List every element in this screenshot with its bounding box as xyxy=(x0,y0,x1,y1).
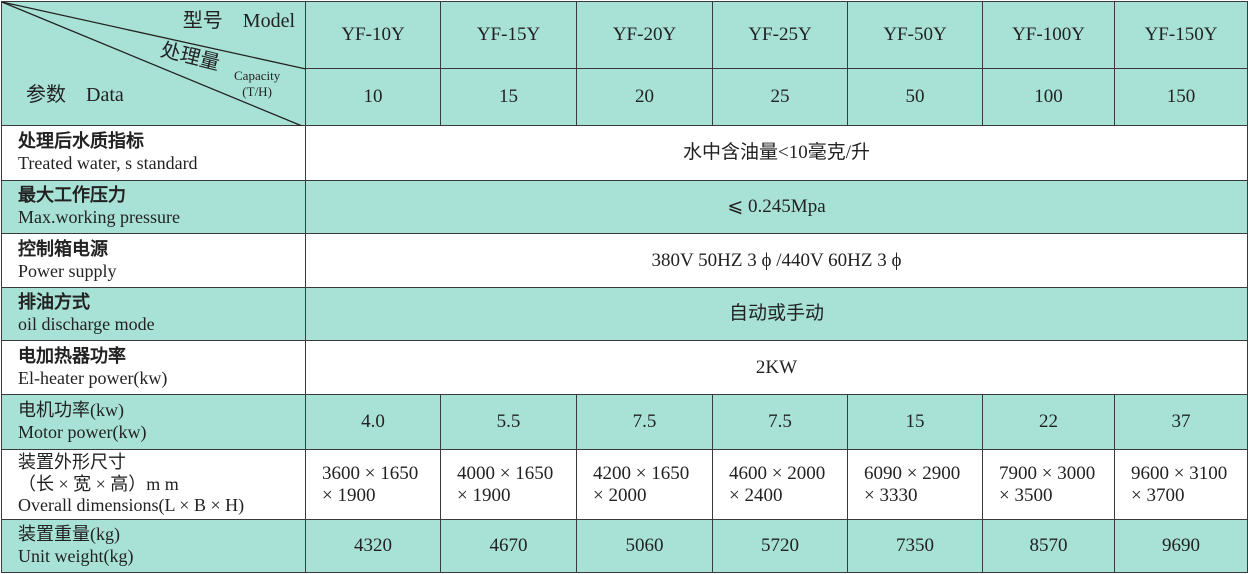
capacity-cell: 50 xyxy=(847,68,983,126)
table-row: 处理后水质指标 Treated water, s standard 水中含油量<10… xyxy=(1,125,1248,181)
model-cell: YF-25Y xyxy=(712,1,848,69)
model-label: 型号 Model xyxy=(182,10,295,32)
model-cell: YF-150Y xyxy=(1114,1,1248,69)
table-row: 最大工作压力 Max.working pressure ⩽ 0.245Mpa xyxy=(1,180,1248,234)
row-label-line: 排油方式 xyxy=(18,292,90,313)
row-label-line: 电加热器功率 xyxy=(18,345,126,366)
spanning-value: 380V 50HZ 3 ϕ /440V 60HZ 3 ϕ xyxy=(305,233,1248,288)
value-line: 9600 × 3100 xyxy=(1131,462,1228,484)
value-cell: 4.0 xyxy=(305,394,441,450)
model-cell: YF-50Y xyxy=(847,1,983,69)
capacity-row: 10 15 20 25 50 100 150 xyxy=(2,68,1248,126)
row-label: 排油方式 oil discharge mode xyxy=(1,287,306,341)
row-label-line: Unit weight(kg) xyxy=(18,546,134,566)
value-line: × 3700 xyxy=(1131,484,1185,506)
model-cell: YF-20Y xyxy=(576,1,713,69)
spanning-value: ⩽ 0.245Mpa xyxy=(305,180,1248,234)
table-row: 电机功率(kw) Motor power(kw) 4.0 5.5 7.5 7.5 15 22 3… xyxy=(1,394,1248,450)
value-cell: 7900 × 3000 × 3500 xyxy=(982,449,1115,520)
table-row: 装置重量(kg) Unit weight(kg) 4320 4670 5060 5720 7… xyxy=(1,519,1248,573)
value-line: 6090 × 2900 xyxy=(864,462,961,484)
value-cell: 7.5 xyxy=(712,394,848,450)
value-line: 7900 × 3000 xyxy=(999,462,1096,484)
value-cell: 5060 xyxy=(576,519,713,573)
value-line: × 3330 xyxy=(864,484,918,506)
capacity-cell: 20 xyxy=(576,68,713,126)
data-label: 参数 Data xyxy=(26,84,124,106)
row-label-line: 装置外形尺寸 xyxy=(18,452,126,473)
row-label: 电加热器功率 El-heater power(kw) xyxy=(1,340,306,395)
value-cell: 4320 xyxy=(305,519,441,573)
row-label: 处理后水质指标 Treated water, s standard xyxy=(1,125,306,181)
spanning-value: 2KW xyxy=(305,340,1248,395)
value-line: × 1900 xyxy=(457,484,511,506)
row-label: 最大工作压力 Max.working pressure xyxy=(1,180,306,234)
capacity-cell: 25 xyxy=(712,68,848,126)
table-row: 电加热器功率 El-heater power(kw) 2KW xyxy=(1,340,1248,395)
value-cell: 9600 × 3100 × 3700 xyxy=(1114,449,1248,520)
model-row: 型号 Model 处理量 Capacity (T/H) 参数 Data YF-10… xyxy=(1,1,1248,126)
spanning-value: 水中含油量<10毫克/升 xyxy=(305,125,1248,181)
value-line: × 3500 xyxy=(999,484,1053,506)
diagonal-lines xyxy=(2,2,306,126)
value-line: 4600 × 2000 xyxy=(729,462,826,484)
row-label-line: Overall dimensions(L × B × H) xyxy=(18,495,245,516)
row-label-line: Max.working pressure xyxy=(18,207,180,227)
row-label-line: Treated water, s standard xyxy=(18,153,198,173)
value-cell: 37 xyxy=(1114,394,1248,450)
capacity-label-en: Capacity (T/H) xyxy=(234,68,280,101)
value-cell: 4200 × 1650 × 2000 xyxy=(576,449,713,520)
capacity-cell: 15 xyxy=(440,68,577,126)
capacity-unit: (T/H) xyxy=(242,84,272,100)
model-cell: YF-100Y xyxy=(982,1,1115,69)
value-cell: 4670 xyxy=(440,519,577,573)
row-label-line: Power supply xyxy=(18,260,117,281)
value-cell: 7.5 xyxy=(576,394,713,450)
model-cell: YF-15Y xyxy=(440,1,577,69)
row-label-line: 最大工作压力 xyxy=(18,185,126,206)
table-row: 装置外形尺寸 （长 × 宽 × 高）m m Overall dimensions(L… xyxy=(1,449,1248,520)
value-line: × 2000 xyxy=(593,484,647,506)
value-cell: 4600 × 2000 × 2400 xyxy=(712,449,848,520)
value-cell: 8570 xyxy=(982,519,1115,573)
value-cell: 9690 xyxy=(1114,519,1248,573)
capacity-cell: 150 xyxy=(1114,68,1248,126)
table-row: 排油方式 oil discharge mode 自动或手动 xyxy=(1,287,1248,341)
row-label: 控制箱电源 Power supply xyxy=(1,233,306,288)
value-cell: 5.5 xyxy=(440,394,577,450)
value-cell: 3600 × 1650 × 1900 xyxy=(305,449,441,520)
value-cell: 4000 × 1650 × 1900 xyxy=(440,449,577,520)
row-label-line: 装置重量(kg) xyxy=(18,524,120,545)
row-label-line: 处理后水质指标 xyxy=(18,131,144,152)
model-cell: YF-10Y xyxy=(305,1,441,69)
table-row: 控制箱电源 Power supply 380V 50HZ 3 ϕ /440V 60H… xyxy=(1,233,1248,288)
value-cell: 15 xyxy=(847,394,983,450)
capacity-label-text: Capacity xyxy=(234,68,281,83)
value-cell: 5720 xyxy=(712,519,848,573)
value-cell: 6090 × 2900 × 3330 xyxy=(847,449,983,520)
value-line: 3600 × 1650 xyxy=(322,462,419,484)
row-label: 电机功率(kw) Motor power(kw) xyxy=(1,394,306,450)
value-line: × 2400 xyxy=(729,484,783,506)
value-cell: 22 xyxy=(982,394,1115,450)
value-line: × 1900 xyxy=(322,484,376,506)
row-label: 装置外形尺寸 （长 × 宽 × 高）m m Overall dimensions(L… xyxy=(1,449,306,520)
row-label-line: （长 × 宽 × 高）m m xyxy=(18,473,179,494)
row-label-line: Motor power(kw) xyxy=(18,422,147,442)
value-cell: 7350 xyxy=(847,519,983,573)
header-corner-cell: 型号 Model 处理量 Capacity (T/H) 参数 Data xyxy=(1,1,306,126)
capacity-cell: 10 xyxy=(305,68,441,126)
value-line: 4000 × 1650 xyxy=(457,462,554,484)
row-label-line: 控制箱电源 xyxy=(18,238,108,259)
row-label-line: El-heater power(kw) xyxy=(18,367,168,388)
value-line: 4200 × 1650 xyxy=(593,462,690,484)
row-label-line: 电机功率(kw) xyxy=(18,400,124,421)
row-label-line: oil discharge mode xyxy=(18,314,155,334)
capacity-cell: 100 xyxy=(982,68,1115,126)
spanning-value: 自动或手动 xyxy=(305,287,1248,341)
row-label: 装置重量(kg) Unit weight(kg) xyxy=(1,519,306,573)
